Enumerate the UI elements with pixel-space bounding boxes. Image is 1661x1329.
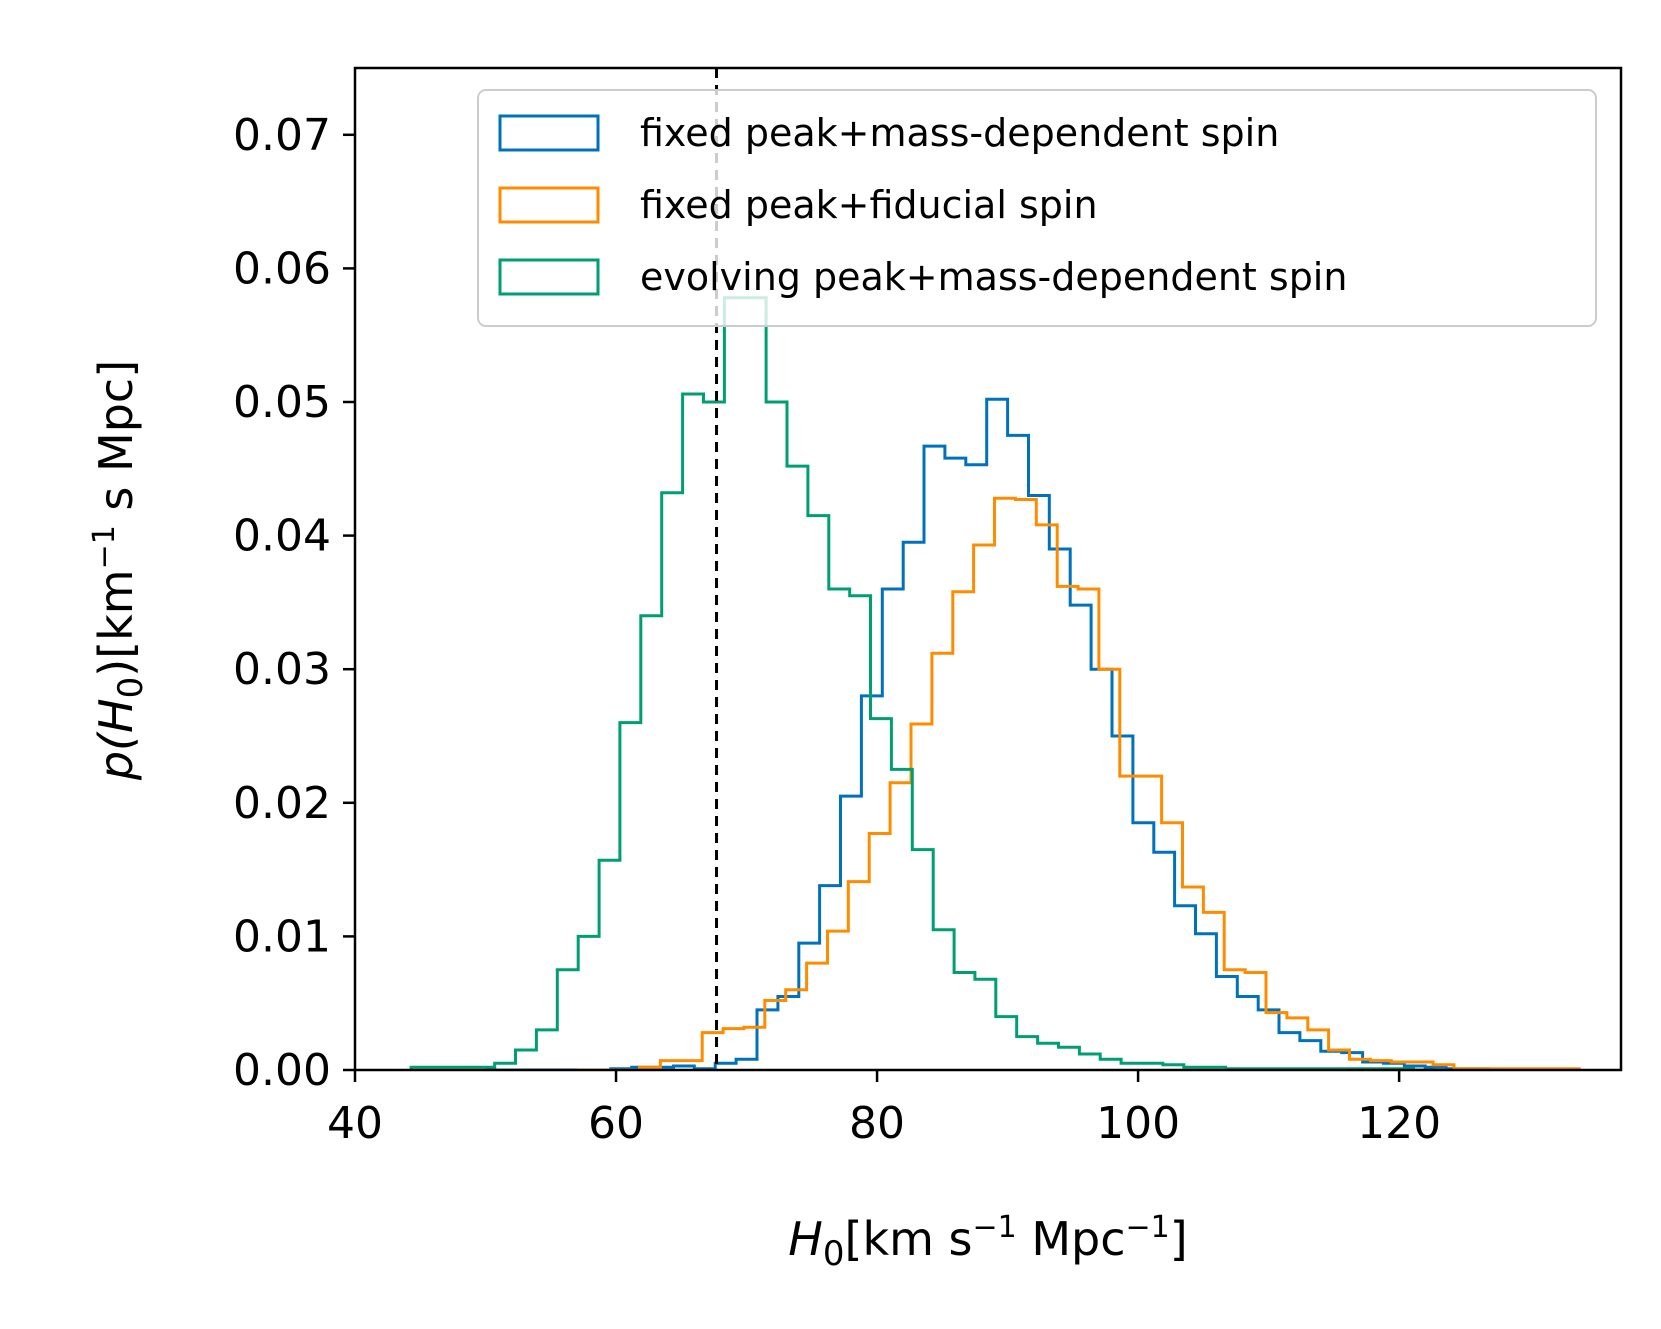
x-axis-title-unit-c: ] (1170, 1212, 1188, 1266)
y-tick-label: 0.04 (233, 511, 331, 562)
x-axis-title-sup-a: −1 (972, 1210, 1016, 1245)
legend-entry: fixed peak+fiducial spin (498, 183, 1098, 227)
histogram-series-3 (409, 296, 1435, 1070)
y-axis-title-sup: −1 (87, 525, 122, 569)
x-axis-title-unit-a: [km s (845, 1212, 973, 1266)
x-tick-label: 40 (327, 1098, 383, 1149)
x-axis: 40 60 80 100 120 (327, 1070, 1441, 1149)
y-tick-label: 0.05 (233, 377, 331, 428)
legend-entry: fixed peak+mass-dependent spin (498, 111, 1279, 155)
y-axis: 0.00 0.01 0.02 0.03 0.04 0.05 0.06 0.07 (233, 110, 355, 1096)
legend-box (477, 89, 1597, 327)
legend-label: fixed peak+fiducial spin (640, 183, 1098, 227)
y-axis-title: p(H0)[km−1 s Mpc] (87, 360, 151, 781)
x-tick-label: 60 (588, 1098, 644, 1149)
y-axis-title-mid: )[km (89, 569, 143, 676)
x-tick-label: 80 (849, 1098, 905, 1149)
x-axis-title-sup-b: −1 (1126, 1210, 1170, 1245)
y-axis-title-post: s Mpc] (89, 360, 143, 525)
y-axis-title-pre: p( (89, 731, 143, 781)
x-axis-title-sub: 0 (823, 1234, 845, 1274)
histogram-series-2 (576, 496, 1581, 1070)
y-tick-label: 0.01 (233, 911, 331, 962)
y-tick-label: 0.06 (233, 243, 331, 294)
x-tick-label: 120 (1357, 1098, 1441, 1149)
series-layer (409, 296, 1581, 1070)
y-axis-title-symbol: H (89, 698, 143, 733)
legend-swatch (498, 114, 600, 152)
legend-swatch (498, 258, 600, 296)
legend-entry: evolving peak+mass-dependent spin (498, 255, 1347, 299)
x-axis-title-symbol: H (788, 1212, 823, 1266)
legend-swatch (498, 186, 600, 224)
y-tick-label: 0.02 (233, 778, 331, 829)
y-tick-label: 0.03 (233, 644, 331, 695)
plot-frame (353, 66, 1623, 1072)
histogram-series-1 (485, 397, 1509, 1070)
y-tick-label: 0.07 (233, 110, 331, 161)
legend: fixed peak+mass-dependent spin fixed pea… (477, 89, 1597, 327)
y-tick-label: 0.00 (233, 1045, 331, 1096)
x-axis-title: H0[km s−1 Mpc−1] (788, 1210, 1187, 1274)
legend-label: fixed peak+mass-dependent spin (640, 111, 1279, 155)
legend-label: evolving peak+mass-dependent spin (640, 255, 1347, 299)
x-axis-title-unit-b: Mpc (1017, 1212, 1126, 1266)
y-axis-title-sub: 0 (111, 677, 151, 699)
x-tick-label: 100 (1096, 1098, 1180, 1149)
